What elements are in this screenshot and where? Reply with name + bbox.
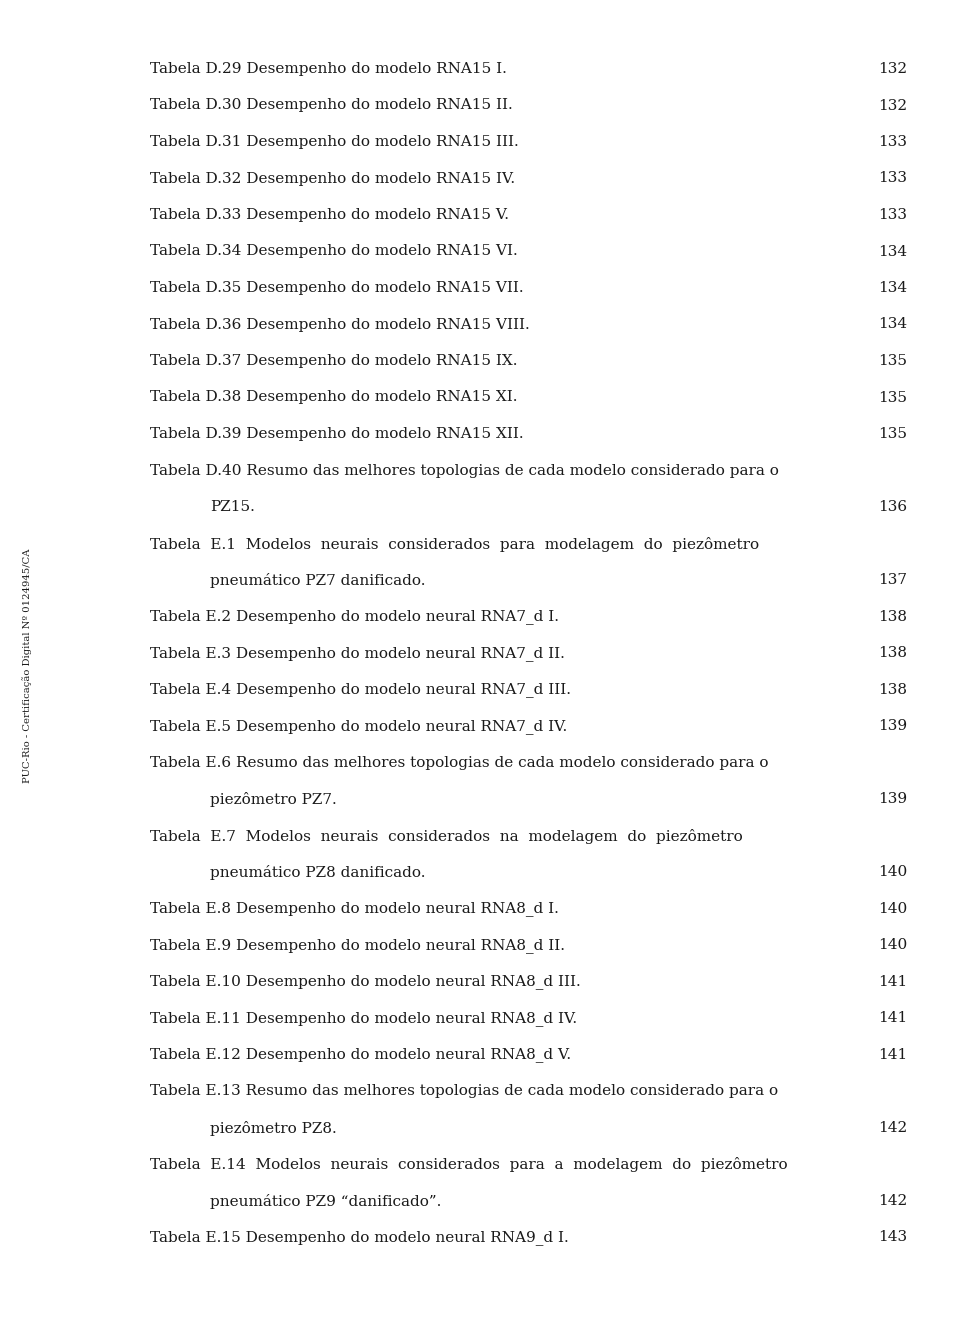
- Text: PZ15.: PZ15.: [210, 500, 254, 514]
- Text: 139: 139: [877, 719, 907, 733]
- Text: 134: 134: [877, 281, 907, 295]
- Text: 141: 141: [877, 1047, 907, 1062]
- Text: 140: 140: [877, 865, 907, 878]
- Text: Tabela D.31 Desempenho do modelo RNA15 III.: Tabela D.31 Desempenho do modelo RNA15 I…: [150, 134, 518, 149]
- Text: 132: 132: [877, 98, 907, 113]
- Text: 141: 141: [877, 974, 907, 989]
- Text: Tabela D.29 Desempenho do modelo RNA15 I.: Tabela D.29 Desempenho do modelo RNA15 I…: [150, 63, 507, 76]
- Text: Tabela D.36 Desempenho do modelo RNA15 VIII.: Tabela D.36 Desempenho do modelo RNA15 V…: [150, 318, 530, 331]
- Text: pneumático PZ7 danificado.: pneumático PZ7 danificado.: [210, 574, 425, 588]
- Text: Tabela D.35 Desempenho do modelo RNA15 VII.: Tabela D.35 Desempenho do modelo RNA15 V…: [150, 281, 523, 295]
- Text: PUC-Rio - Certificação Digital Nº 0124945/CA: PUC-Rio - Certificação Digital Nº 012494…: [22, 548, 32, 783]
- Text: 140: 140: [877, 901, 907, 916]
- Text: 137: 137: [878, 574, 907, 587]
- Text: Tabela D.30 Desempenho do modelo RNA15 II.: Tabela D.30 Desempenho do modelo RNA15 I…: [150, 98, 513, 113]
- Text: 138: 138: [878, 610, 907, 623]
- Text: 135: 135: [878, 354, 907, 367]
- Text: Tabela D.32 Desempenho do modelo RNA15 IV.: Tabela D.32 Desempenho do modelo RNA15 I…: [150, 172, 516, 185]
- Text: Tabela E.13 Resumo das melhores topologias de cada modelo considerado para o: Tabela E.13 Resumo das melhores topologi…: [150, 1083, 779, 1098]
- Text: Tabela D.33 Desempenho do modelo RNA15 V.: Tabela D.33 Desempenho do modelo RNA15 V…: [150, 208, 509, 222]
- Text: Tabela E.12 Desempenho do modelo neural RNA8_d V.: Tabela E.12 Desempenho do modelo neural …: [150, 1047, 571, 1062]
- Text: pneumático PZ9 “danificado”.: pneumático PZ9 “danificado”.: [210, 1194, 442, 1209]
- Text: 135: 135: [878, 390, 907, 405]
- Text: Tabela  E.1  Modelos  neurais  considerados  para  modelagem  do  piezômetro: Tabela E.1 Modelos neurais considerados …: [150, 536, 759, 551]
- Text: piezômetro PZ8.: piezômetro PZ8.: [210, 1121, 337, 1135]
- Text: Tabela D.34 Desempenho do modelo RNA15 VI.: Tabela D.34 Desempenho do modelo RNA15 V…: [150, 245, 517, 258]
- Text: 133: 133: [878, 134, 907, 149]
- Text: 139: 139: [877, 792, 907, 807]
- Text: Tabela E.4 Desempenho do modelo neural RNA7_d III.: Tabela E.4 Desempenho do modelo neural R…: [150, 683, 571, 697]
- Text: Tabela D.39 Desempenho do modelo RNA15 XII.: Tabela D.39 Desempenho do modelo RNA15 X…: [150, 427, 523, 441]
- Text: 142: 142: [877, 1121, 907, 1134]
- Text: 142: 142: [877, 1194, 907, 1207]
- Text: 133: 133: [878, 208, 907, 222]
- Text: piezômetro PZ7.: piezômetro PZ7.: [210, 792, 337, 807]
- Text: Tabela E.9 Desempenho do modelo neural RNA8_d II.: Tabela E.9 Desempenho do modelo neural R…: [150, 938, 565, 953]
- Text: Tabela E.5 Desempenho do modelo neural RNA7_d IV.: Tabela E.5 Desempenho do modelo neural R…: [150, 719, 567, 733]
- Text: Tabela E.11 Desempenho do modelo neural RNA8_d IV.: Tabela E.11 Desempenho do modelo neural …: [150, 1012, 577, 1026]
- Text: Tabela E.3 Desempenho do modelo neural RNA7_d II.: Tabela E.3 Desempenho do modelo neural R…: [150, 646, 564, 662]
- Text: Tabela E.6 Resumo das melhores topologias de cada modelo considerado para o: Tabela E.6 Resumo das melhores topologia…: [150, 756, 769, 769]
- Text: Tabela D.38 Desempenho do modelo RNA15 XI.: Tabela D.38 Desempenho do modelo RNA15 X…: [150, 390, 517, 405]
- Text: 138: 138: [878, 683, 907, 696]
- Text: Tabela D.37 Desempenho do modelo RNA15 IX.: Tabela D.37 Desempenho do modelo RNA15 I…: [150, 354, 517, 367]
- Text: 133: 133: [878, 172, 907, 185]
- Text: Tabela E.8 Desempenho do modelo neural RNA8_d I.: Tabela E.8 Desempenho do modelo neural R…: [150, 901, 559, 916]
- Text: 134: 134: [877, 245, 907, 258]
- Text: 138: 138: [878, 646, 907, 660]
- Text: 136: 136: [877, 500, 907, 514]
- Text: 141: 141: [877, 1012, 907, 1025]
- Text: 143: 143: [877, 1230, 907, 1244]
- Text: 135: 135: [878, 427, 907, 441]
- Text: Tabela E.2 Desempenho do modelo neural RNA7_d I.: Tabela E.2 Desempenho do modelo neural R…: [150, 610, 559, 624]
- Text: 134: 134: [877, 318, 907, 331]
- Text: Tabela E.10 Desempenho do modelo neural RNA8_d III.: Tabela E.10 Desempenho do modelo neural …: [150, 974, 581, 989]
- Text: Tabela E.15 Desempenho do modelo neural RNA9_d I.: Tabela E.15 Desempenho do modelo neural …: [150, 1230, 568, 1244]
- Text: Tabela  E.7  Modelos  neurais  considerados  na  modelagem  do  piezômetro: Tabela E.7 Modelos neurais considerados …: [150, 828, 743, 844]
- Text: 132: 132: [877, 63, 907, 76]
- Text: pneumático PZ8 danificado.: pneumático PZ8 danificado.: [210, 865, 425, 880]
- Text: 140: 140: [877, 938, 907, 952]
- Text: Tabela  E.14  Modelos  neurais  considerados  para  a  modelagem  do  piezômetro: Tabela E.14 Modelos neurais considerados…: [150, 1157, 787, 1173]
- Text: Tabela D.40 Resumo das melhores topologias de cada modelo considerado para o: Tabela D.40 Resumo das melhores topologi…: [150, 463, 779, 478]
